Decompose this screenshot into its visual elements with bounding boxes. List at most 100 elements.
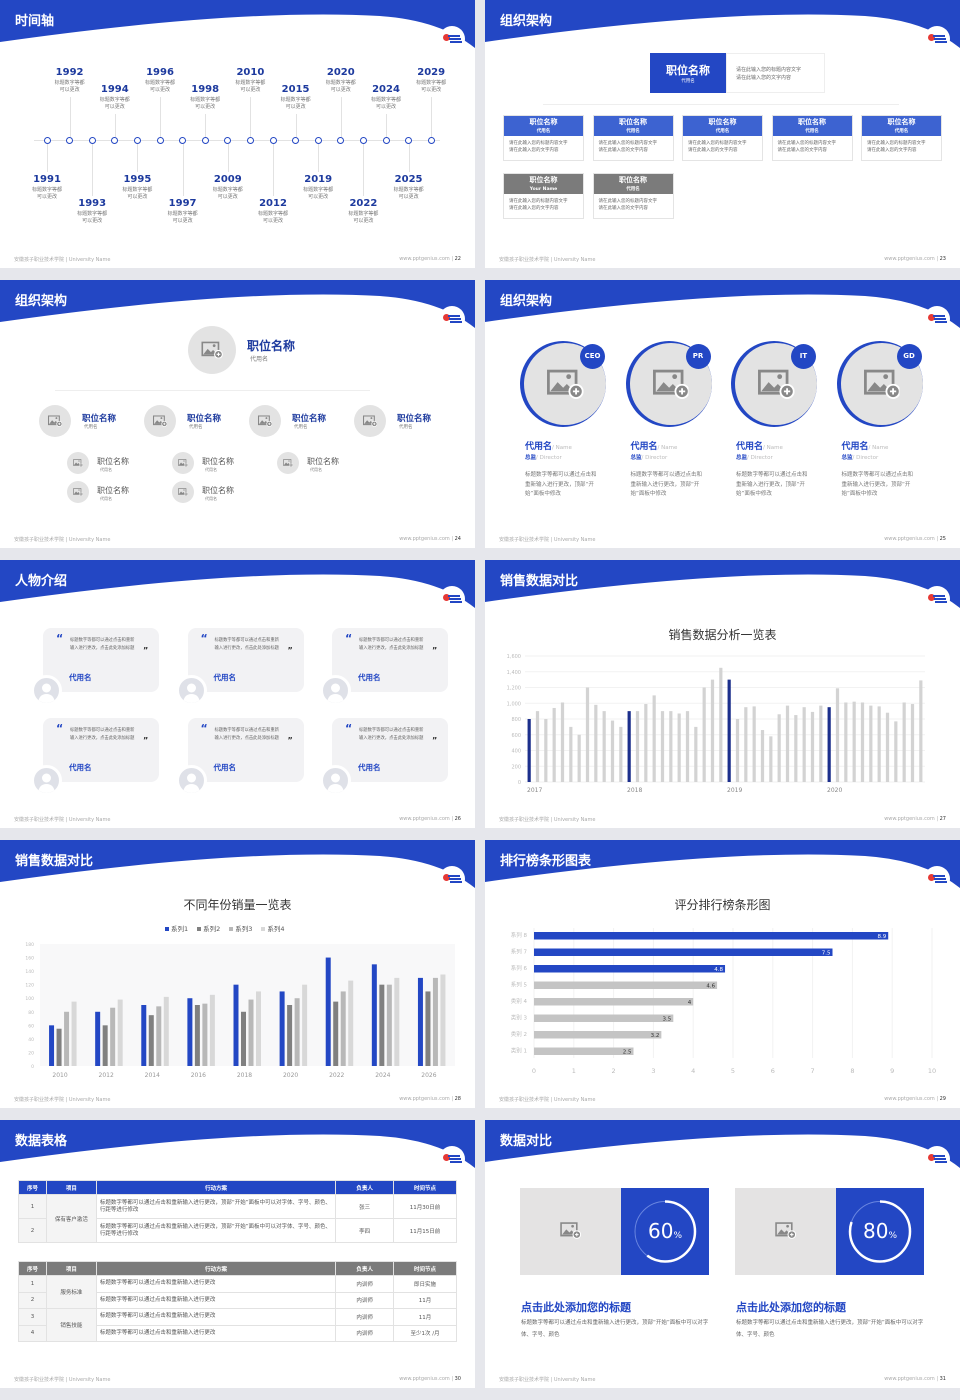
top-desc: 请在此输入您的标题内容文字 请在此输入您的文字内容 xyxy=(726,53,825,93)
image-placeholder[interactable] xyxy=(520,1188,621,1275)
timeline-dot[interactable] xyxy=(382,137,390,144)
panel-title[interactable]: 点击此处添加您的标题 xyxy=(521,1301,631,1314)
data-label: 4.6 xyxy=(706,984,715,990)
position-photo[interactable] xyxy=(144,405,176,437)
timeline-dot[interactable] xyxy=(427,137,435,144)
legend-label: 系列3 xyxy=(235,925,253,933)
timeline-dot[interactable] xyxy=(359,137,367,144)
y-tick-label: 180 xyxy=(25,942,34,948)
timeline-desc: 标题数字等都 xyxy=(54,80,85,86)
logo-emblem xyxy=(443,874,450,881)
logo-stripe xyxy=(449,598,461,600)
bar xyxy=(802,707,806,782)
position-card[interactable]: 职位名称 代用名 请在此输入您的标题内容文字 请在此输入您的文字内容 xyxy=(592,173,674,219)
panel-desc: 标题数字等都可以通过点击和重新输入进行更改，顶部“开始”面板中可以对字体、字号、… xyxy=(736,1320,924,1338)
card-header: 职位名称 代用名 xyxy=(683,116,762,136)
top-sub: 代用名 xyxy=(250,356,269,363)
timeline-dot[interactable] xyxy=(201,137,209,144)
sub-photo[interactable] xyxy=(67,481,89,503)
timeline-connector xyxy=(205,114,207,137)
image-placeholder[interactable] xyxy=(735,1188,836,1275)
timeline-dot[interactable] xyxy=(88,137,96,144)
panel-title[interactable]: 点击此处添加您的标题 xyxy=(736,1301,846,1314)
school-logo xyxy=(924,1146,950,1172)
quote-card: “ 标题数字等都可以通过点击和重新输入进行更改，点击此处添加标题 ” 代用名 xyxy=(43,628,159,692)
y-tick-label: 400 xyxy=(511,749,521,755)
sub-sub: 代用名 xyxy=(100,467,112,472)
position-card[interactable]: 职位名称 Your Name 请在此输入您的标题内容文字 请在此输入您的文字内容 xyxy=(503,173,584,219)
timeline-connector xyxy=(318,144,320,172)
column-header: 时间节点 xyxy=(393,1180,457,1195)
position-sub: 代用名 xyxy=(189,425,203,430)
logo-emblem xyxy=(443,34,450,41)
slide-title: 组织架构 xyxy=(15,294,68,309)
timeline-year: 1997 xyxy=(168,198,197,209)
position-card[interactable]: 职位名称 代用名 请在此输入您的标题内容文字 请在此输入您的文字内容 xyxy=(682,115,763,161)
bar xyxy=(163,996,169,1066)
column-header: 行动方案 xyxy=(95,1261,337,1276)
timeline-dot[interactable] xyxy=(224,137,232,144)
logo-stripe xyxy=(448,35,460,37)
timeline-dot[interactable] xyxy=(179,137,187,144)
percent-number: 60 xyxy=(647,1219,674,1243)
header-band xyxy=(485,560,960,608)
bar xyxy=(279,991,285,1066)
bar xyxy=(64,1011,70,1066)
top-photo[interactable] xyxy=(188,326,236,374)
person-desc: 标题数字等都可以通过点击和重新输入进行更改，顶部“开始”面板中修改 xyxy=(841,472,914,497)
timeline-dot[interactable] xyxy=(156,137,164,144)
quote-close-icon: ” xyxy=(287,736,293,745)
percent-value: 80% xyxy=(836,1219,924,1243)
slide-28: 销售数据对比 安徽孩子职业技术学院 | University Name www.pp… xyxy=(0,840,475,1108)
logo-stripe xyxy=(448,595,460,597)
bar xyxy=(102,1025,108,1066)
cell-action: 标题数字等都可以通过点击和重新输入进行更改 xyxy=(95,1308,337,1326)
timeline-dot[interactable] xyxy=(43,137,51,144)
bar xyxy=(386,984,392,1066)
bar xyxy=(752,706,756,782)
sub-photo[interactable] xyxy=(172,481,194,503)
sub-photo[interactable] xyxy=(172,452,194,474)
page-number: 28 xyxy=(454,1096,461,1102)
bar xyxy=(110,1007,116,1066)
timeline-dot[interactable] xyxy=(133,137,141,144)
x-tick-label: 4 xyxy=(691,1067,695,1075)
separator: | xyxy=(934,256,940,262)
position-card[interactable]: 职位名称 代用名 请在此输入您的标题内容文字 请在此输入您的文字内容 xyxy=(503,115,584,161)
top-position-box[interactable]: 职位名称 代用名 xyxy=(650,53,726,93)
sub-photo[interactable] xyxy=(277,452,299,474)
timeline-dot[interactable] xyxy=(246,137,254,144)
timeline-dot[interactable] xyxy=(269,137,277,144)
timeline-dot[interactable] xyxy=(405,137,413,144)
bar xyxy=(527,719,531,782)
card-header: 职位名称 Your Name xyxy=(504,174,583,194)
position-photo[interactable] xyxy=(249,405,281,437)
position-card[interactable]: 职位名称 代用名 请在此输入您的标题内容文字 请在此输入您的文字内容 xyxy=(592,115,674,161)
timeline-dot[interactable] xyxy=(314,137,322,144)
timeline-connector xyxy=(137,144,139,172)
bar xyxy=(534,932,889,940)
position-title: 职位名称 xyxy=(82,414,117,424)
bar xyxy=(835,688,840,782)
timeline-dot[interactable] xyxy=(337,137,345,144)
desc-line: 请在此输入您的标题内容文字 xyxy=(509,199,568,204)
position-photo[interactable] xyxy=(39,405,71,437)
sub-photo[interactable] xyxy=(67,452,89,474)
timeline-dot[interactable] xyxy=(66,137,74,144)
timeline-dot[interactable] xyxy=(111,137,119,144)
position-card[interactable]: 职位名称 代用名 请在此输入您的标题内容文字 请在此输入您的文字内容 xyxy=(861,115,942,161)
position-photo[interactable] xyxy=(354,405,386,437)
timeline-desc: 可以更改 xyxy=(217,194,238,200)
timeline-dot[interactable] xyxy=(292,137,300,144)
cell-index: 3 xyxy=(18,1308,47,1326)
position-card[interactable]: 职位名称 代用名 请在此输入您的标题内容文字 请在此输入您的文字内容 xyxy=(771,115,853,161)
quote-open-icon: “ xyxy=(345,722,353,735)
top-title: 职位名称 xyxy=(247,339,296,353)
bar xyxy=(827,707,831,782)
data-label: 7.5 xyxy=(822,951,831,957)
footer-school: 安徽孩子职业技术学院 | University Name xyxy=(499,537,596,543)
y-tick-label: 1,400 xyxy=(507,670,521,676)
footer-right: www.pptgenius.com | 27 xyxy=(884,816,946,822)
person-photo[interactable] xyxy=(524,343,606,425)
timeline-connector xyxy=(69,97,71,137)
